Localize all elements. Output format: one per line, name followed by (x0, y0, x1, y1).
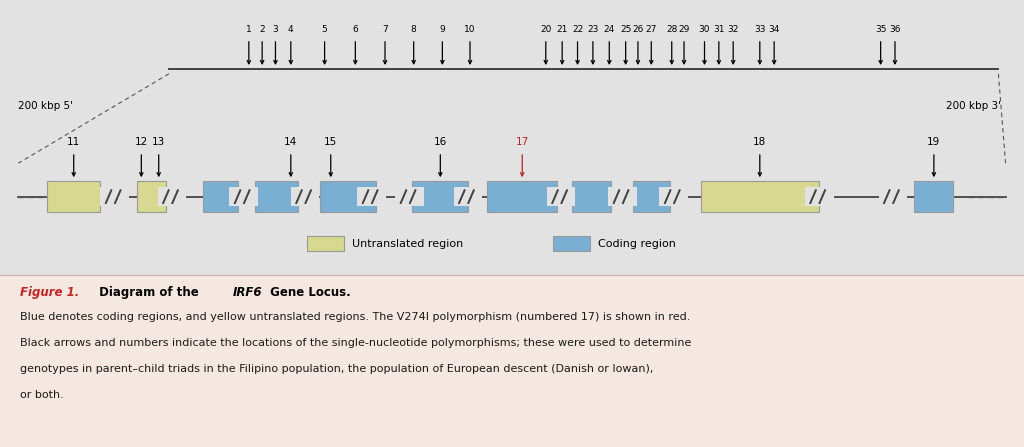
Text: 200 kbp 3': 200 kbp 3' (946, 101, 1001, 110)
Bar (412, 181, 468, 212)
Text: 30: 30 (698, 25, 711, 34)
Bar (395, 187, 424, 206)
Text: 23: 23 (587, 25, 599, 34)
Text: 15: 15 (325, 137, 337, 147)
Text: 1: 1 (246, 25, 252, 34)
Bar (229, 187, 258, 206)
Text: 12: 12 (135, 137, 147, 147)
Text: 33: 33 (754, 25, 766, 34)
Bar (100, 187, 129, 206)
Bar (203, 181, 238, 212)
Text: 7: 7 (382, 25, 388, 34)
Bar (659, 187, 688, 206)
Bar (0, 0, 1024, 275)
Text: 2: 2 (259, 25, 265, 34)
Text: 6: 6 (352, 25, 358, 34)
Text: 10: 10 (464, 25, 476, 34)
Text: 14: 14 (285, 137, 297, 147)
Bar (307, 236, 344, 251)
Text: 32: 32 (727, 25, 739, 34)
Text: 31: 31 (713, 25, 725, 34)
Bar (357, 187, 386, 206)
Bar (633, 181, 670, 212)
Text: 22: 22 (572, 25, 583, 34)
Text: Figure 1.: Figure 1. (20, 286, 80, 299)
Bar (47, 181, 100, 212)
Text: Gene Locus.: Gene Locus. (266, 286, 351, 299)
Bar (487, 181, 557, 212)
Bar (158, 187, 186, 206)
Bar (0, 275, 1024, 447)
Text: Blue denotes coding regions, and yellow untranslated regions. The V274I polymorp: Blue denotes coding regions, and yellow … (20, 312, 691, 322)
Text: 26: 26 (632, 25, 644, 34)
Text: 28: 28 (666, 25, 678, 34)
Text: 17: 17 (516, 137, 528, 147)
Bar (879, 187, 907, 206)
Text: 8: 8 (411, 25, 417, 34)
Text: 19: 19 (928, 137, 940, 147)
Bar (291, 187, 319, 206)
Text: Coding region: Coding region (598, 239, 676, 249)
Text: 13: 13 (153, 137, 165, 147)
Bar (700, 181, 819, 212)
Text: 3: 3 (272, 25, 279, 34)
Bar (572, 181, 611, 212)
Text: 36: 36 (889, 25, 901, 34)
Text: Diagram of the: Diagram of the (95, 286, 203, 299)
Bar (255, 181, 298, 212)
Text: 27: 27 (645, 25, 657, 34)
Bar (805, 187, 834, 206)
Text: or both.: or both. (20, 390, 65, 400)
Bar (553, 236, 590, 251)
Bar (608, 187, 637, 206)
Bar (319, 181, 377, 212)
Text: 25: 25 (620, 25, 632, 34)
Text: 9: 9 (439, 25, 445, 34)
Text: 20: 20 (540, 25, 552, 34)
Text: IRF6: IRF6 (232, 286, 262, 299)
Text: 4: 4 (288, 25, 294, 34)
Text: 11: 11 (68, 137, 80, 147)
Text: 18: 18 (754, 137, 766, 147)
Bar (547, 187, 575, 206)
Text: Black arrows and numbers indicate the locations of the single-nucleotide polymor: Black arrows and numbers indicate the lo… (20, 338, 692, 348)
Bar (914, 181, 953, 212)
Text: 29: 29 (678, 25, 690, 34)
Text: Untranslated region: Untranslated region (352, 239, 464, 249)
Bar (137, 181, 166, 212)
Text: genotypes in parent–child triads in the Filipino population, the population of E: genotypes in parent–child triads in the … (20, 364, 654, 374)
Bar (454, 187, 482, 206)
Text: 35: 35 (874, 25, 887, 34)
Text: 24: 24 (604, 25, 614, 34)
Text: 21: 21 (556, 25, 568, 34)
Text: 5: 5 (322, 25, 328, 34)
Text: 200 kbp 5': 200 kbp 5' (18, 101, 74, 110)
Text: 34: 34 (768, 25, 780, 34)
Text: 16: 16 (434, 137, 446, 147)
